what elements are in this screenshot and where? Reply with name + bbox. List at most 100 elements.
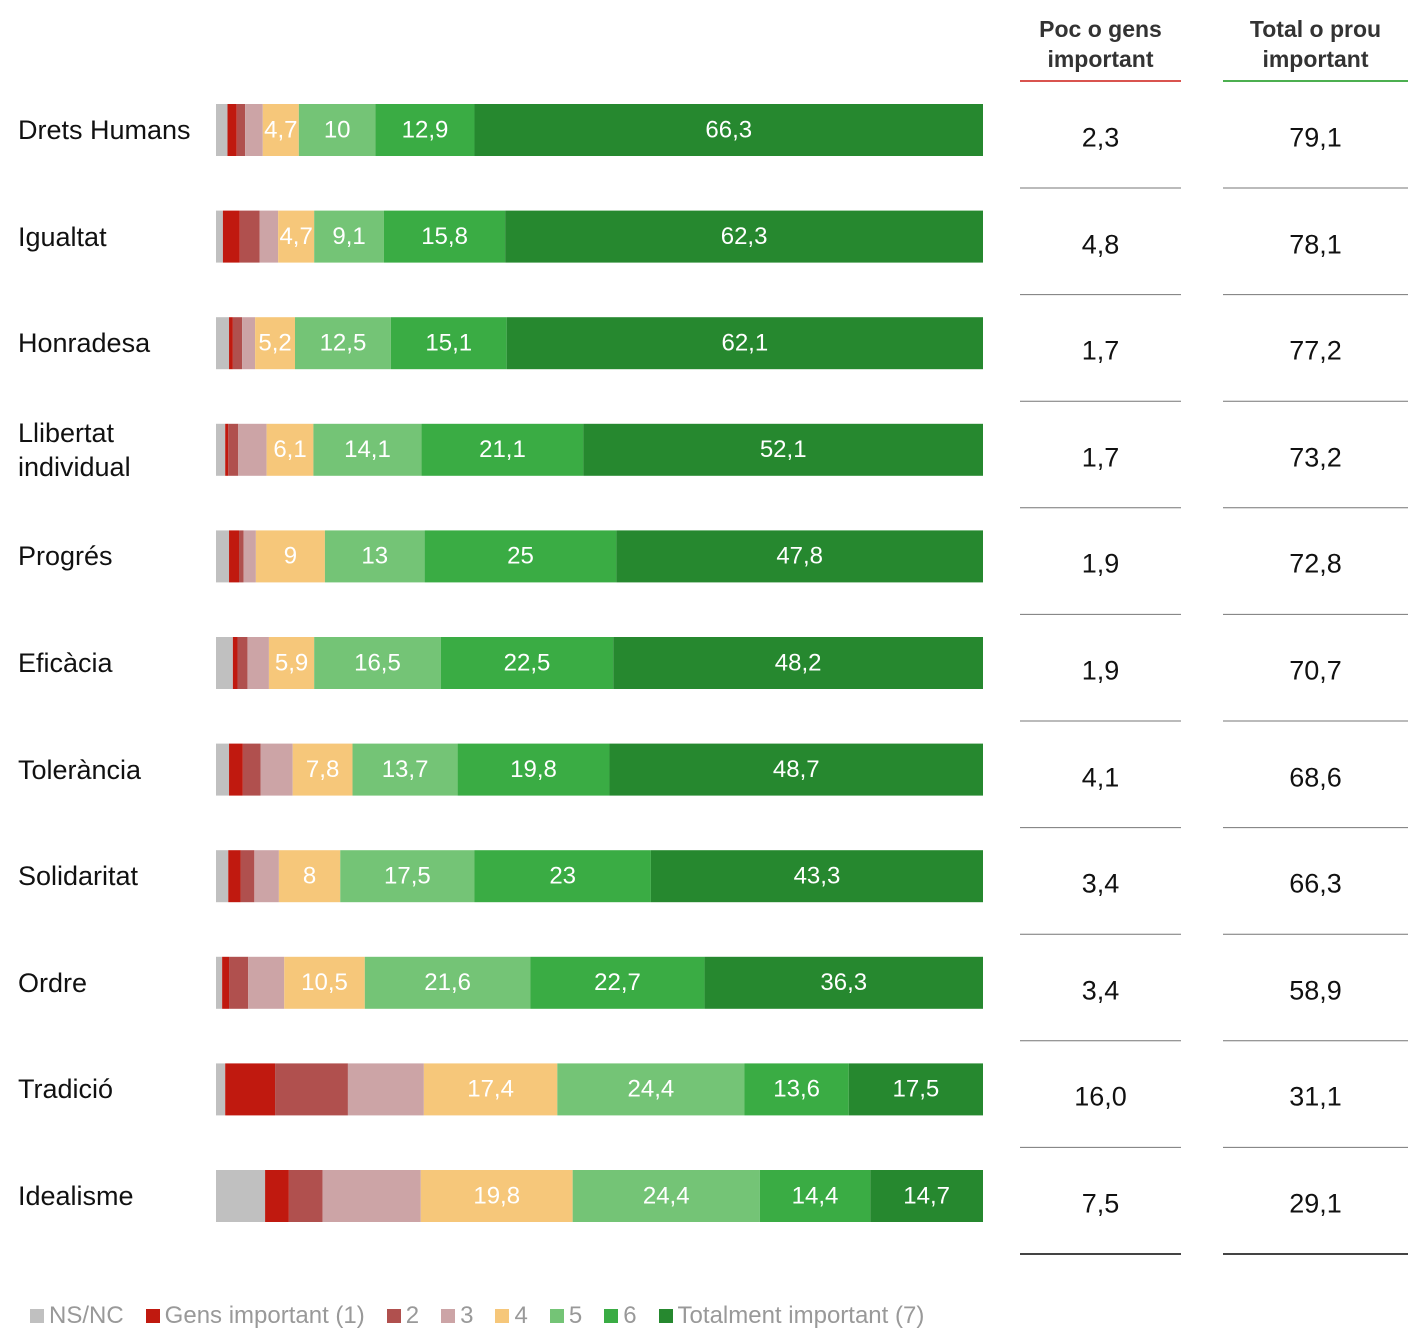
bar-segment: [245, 104, 263, 156]
category-label: Igualtat: [18, 221, 107, 252]
bar-segment: [238, 423, 267, 476]
data-label: 62,3: [721, 223, 768, 250]
bar-segment: [260, 743, 293, 796]
legend-swatch: [30, 1309, 44, 1323]
bar-segment: [278, 210, 315, 263]
table-cell: 72,8: [1289, 548, 1342, 579]
table-cell: 78,1: [1289, 229, 1342, 260]
legend-swatch: [145, 1309, 160, 1323]
category-label: Progrés: [18, 541, 113, 572]
column-header: Total o prou important: [1249, 16, 1382, 72]
legend-label: Gens important (1): [164, 1302, 365, 1328]
data-label: 17,5: [384, 863, 431, 890]
bar-segment: [506, 317, 983, 370]
bar-segment: [347, 1063, 424, 1116]
category-label: Ordre: [18, 967, 88, 998]
bar-segment: [229, 530, 240, 583]
table-cell: 31,1: [1289, 1081, 1342, 1112]
table-cell: 73,2: [1289, 442, 1342, 473]
legend-label: 4: [514, 1302, 528, 1328]
bar-segment: [292, 743, 353, 796]
bar-segment: [324, 530, 425, 583]
bar-segment: [288, 1170, 323, 1222]
bar-segment: [557, 1063, 745, 1116]
bar-segment: [314, 210, 384, 263]
data-label: 19,8: [473, 1182, 520, 1209]
category-label: Drets Humans: [18, 115, 191, 145]
bar-segment: [390, 317, 507, 370]
bar-segment: [232, 317, 243, 370]
bar-segment: [255, 317, 296, 370]
data-label: 62,1: [721, 330, 768, 357]
bar-segment: [216, 743, 230, 796]
bar-segment: [255, 530, 325, 583]
legend: NS/NC Gens important (1) 2 3 4 5 6 Totalment im…: [30, 1300, 924, 1328]
bar-segment: [457, 743, 610, 796]
bar-segment: [870, 1170, 983, 1222]
bar-segment: [216, 317, 230, 370]
bar-segment: [216, 210, 223, 263]
data-label: 19,8: [510, 756, 557, 783]
data-label: 47,8: [776, 543, 823, 570]
bar-segment: [704, 956, 983, 1009]
bar-segment: [474, 104, 983, 156]
bar-segment: [228, 423, 239, 476]
data-label: 5,2: [258, 330, 291, 357]
bar-segment: [216, 423, 226, 476]
legend-item: 3: [441, 1300, 473, 1328]
data-label: 13: [361, 543, 388, 570]
bar-segment: [583, 423, 983, 476]
data-label: 25: [507, 543, 534, 570]
data-label: 48,7: [773, 756, 820, 783]
bar-segment: [216, 956, 223, 1009]
data-label: 17,4: [467, 1076, 514, 1103]
bar-segment: [421, 423, 584, 476]
table-cell: 70,7: [1289, 655, 1342, 686]
legend-swatch: [549, 1309, 564, 1323]
table-cell: 3,4: [1081, 868, 1120, 899]
data-label: 21,1: [479, 436, 526, 463]
bar-segment: [474, 850, 651, 903]
category-label: Tradició: [18, 1074, 114, 1105]
category-label: Honradesa: [18, 328, 151, 359]
data-label: 22,5: [504, 649, 551, 676]
bar-segment: [236, 104, 246, 156]
bar-segment: [262, 104, 299, 156]
category-label: Idealisme: [18, 1181, 134, 1211]
bar-segment: [650, 850, 983, 903]
table-cell: 16,0: [1074, 1081, 1127, 1112]
bar-segment: [266, 423, 314, 476]
bar-segment: [242, 317, 256, 370]
data-label: 13,7: [382, 756, 429, 783]
data-label: 4,7: [279, 223, 312, 250]
bar-segment: [216, 104, 228, 156]
data-label: 14,7: [903, 1182, 950, 1209]
data-label: 10: [324, 116, 351, 143]
bar-segment: [225, 1063, 276, 1116]
bar-segment: [229, 743, 243, 796]
data-label: 15,8: [421, 223, 468, 250]
table-cell: 2,3: [1081, 122, 1120, 153]
legend-label: 3: [460, 1302, 474, 1328]
data-label: 36,3: [820, 969, 867, 996]
data-label: 14,1: [344, 436, 391, 463]
bar-segment: [322, 1170, 421, 1222]
bar-segment: [340, 850, 475, 903]
data-label: 5,9: [275, 649, 308, 676]
data-label: 9,1: [332, 223, 365, 250]
bar-segment: [228, 850, 241, 903]
bar-segment: [268, 637, 315, 689]
bar-segment: [609, 743, 983, 796]
table-cell: 68,6: [1289, 762, 1342, 793]
table-cell: 3,4: [1081, 975, 1120, 1006]
table-cell: 1,9: [1081, 655, 1120, 686]
legend-swatch: [495, 1309, 510, 1323]
bar-segment: [424, 530, 617, 583]
bar-segment: [275, 1063, 348, 1116]
data-label: 17,5: [893, 1076, 940, 1103]
data-label: 12,9: [402, 116, 449, 143]
category-label: Llibertat individual: [18, 417, 131, 482]
table-cell: 7,5: [1081, 1188, 1120, 1219]
bar-segment: [613, 637, 983, 689]
bar-segment: [222, 210, 240, 263]
